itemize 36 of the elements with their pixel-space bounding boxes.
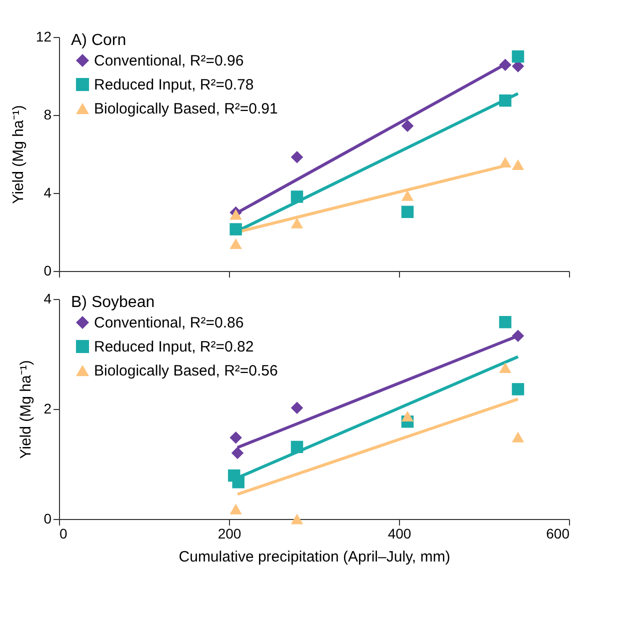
point bbox=[499, 156, 512, 168]
point bbox=[512, 50, 524, 63]
point bbox=[401, 190, 414, 201]
point bbox=[290, 218, 304, 228]
point bbox=[290, 190, 304, 203]
point bbox=[499, 58, 512, 72]
y-axis-title: Yield (Mg ha⁻¹) bbox=[18, 360, 35, 459]
x-tick-label: 600 bbox=[546, 526, 570, 542]
point bbox=[401, 120, 414, 132]
point bbox=[230, 209, 242, 220]
x-axis-title: Cumulative precipitation (April–July, mm) bbox=[178, 548, 450, 566]
y-axis-title: Yield (Mg ha⁻¹) bbox=[10, 105, 27, 204]
point bbox=[512, 159, 524, 170]
x-tick-label: 0 bbox=[60, 526, 68, 542]
legend-label: Conventional, R²=0.86 bbox=[94, 314, 244, 332]
point bbox=[230, 238, 242, 250]
legend-label: Biologically Based, R²=0.56 bbox=[94, 362, 278, 380]
y-tick-label: 4 bbox=[44, 290, 52, 306]
x-tick-label: 400 bbox=[388, 526, 412, 542]
point bbox=[401, 206, 414, 218]
point bbox=[230, 223, 242, 236]
y-tick-label: 12 bbox=[36, 28, 52, 44]
y-tick-label: 4 bbox=[44, 184, 52, 200]
y-tick-label: 8 bbox=[44, 106, 52, 122]
legend-label: Biologically Based, R²=0.91 bbox=[94, 100, 278, 118]
chart-title: B) Soybean bbox=[71, 294, 155, 311]
legend-label: Reduced Input, R²=0.82 bbox=[94, 338, 254, 356]
legend-label: Reduced Input, R²=0.78 bbox=[94, 76, 254, 94]
x-tick-label: 200 bbox=[218, 526, 242, 542]
legend-label: Conventional, R²=0.96 bbox=[94, 52, 244, 70]
y-tick-label: 0 bbox=[44, 510, 52, 526]
chart-title: A) Corn bbox=[71, 32, 126, 49]
y-tick-label: 0 bbox=[44, 262, 52, 278]
point bbox=[290, 150, 304, 164]
point bbox=[499, 94, 512, 107]
y-tick-label: 2 bbox=[44, 400, 52, 416]
